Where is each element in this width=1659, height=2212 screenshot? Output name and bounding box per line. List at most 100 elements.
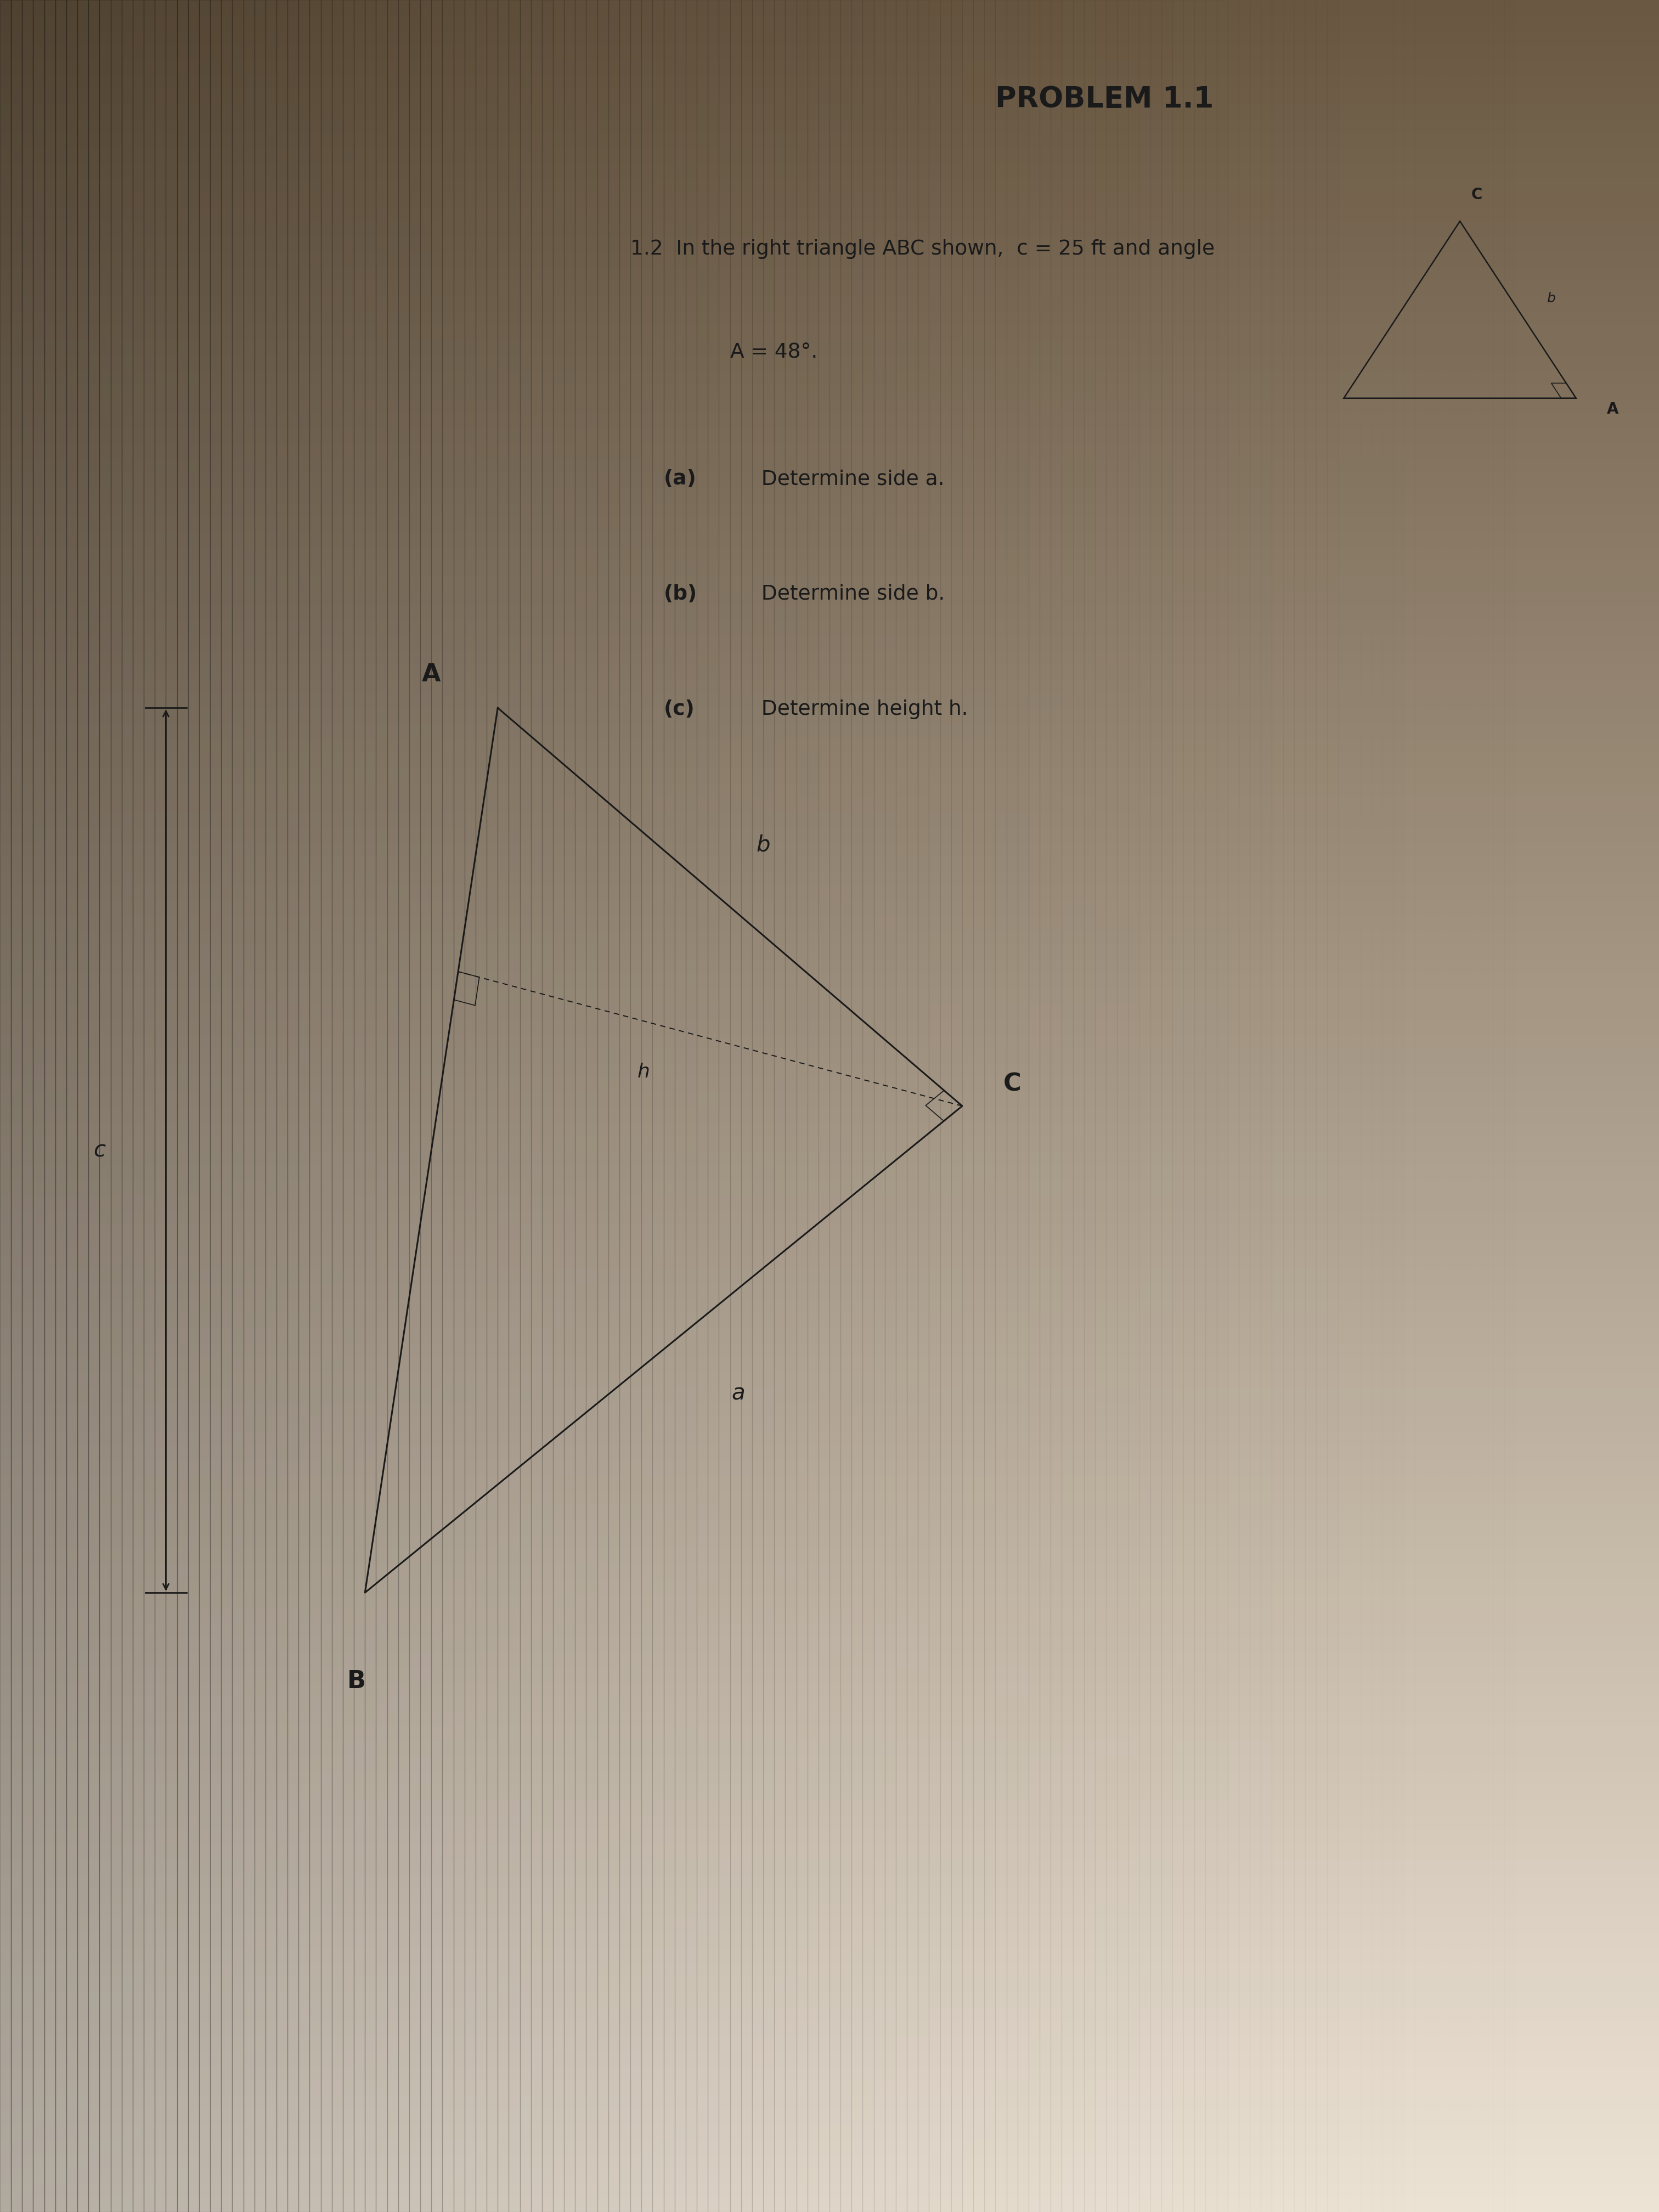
Bar bbox=[1117, 0, 1128, 2212]
Bar bbox=[851, 0, 863, 2212]
Bar bbox=[387, 0, 398, 2212]
Bar bbox=[0, 1991, 1659, 2006]
Text: (b): (b) bbox=[664, 584, 697, 604]
Bar bbox=[0, 664, 1659, 679]
Text: Determine side b.: Determine side b. bbox=[755, 584, 946, 604]
Bar bbox=[0, 383, 1659, 398]
Bar bbox=[0, 1356, 1659, 1371]
Bar bbox=[232, 0, 244, 2212]
Bar bbox=[941, 0, 951, 2212]
Bar bbox=[78, 0, 88, 2212]
Bar bbox=[0, 945, 1659, 958]
Bar bbox=[1216, 0, 1228, 2212]
Bar bbox=[0, 29, 1659, 44]
Bar bbox=[917, 0, 929, 2212]
Bar bbox=[0, 161, 1659, 177]
Bar bbox=[0, 1460, 1659, 1475]
Bar bbox=[100, 0, 111, 2212]
Bar bbox=[45, 0, 55, 2212]
Bar bbox=[0, 1327, 1659, 1343]
Bar bbox=[1140, 0, 1150, 2212]
Bar bbox=[0, 885, 1659, 900]
Bar bbox=[808, 0, 818, 2212]
Bar bbox=[343, 0, 353, 2212]
Bar bbox=[0, 2183, 1659, 2197]
Bar bbox=[0, 1002, 1659, 1018]
Bar bbox=[244, 0, 254, 2212]
Bar bbox=[1481, 0, 1493, 2212]
Bar bbox=[121, 0, 133, 2212]
Bar bbox=[0, 2168, 1659, 2183]
Bar bbox=[0, 237, 1659, 250]
Bar bbox=[1095, 0, 1107, 2212]
Bar bbox=[166, 0, 178, 2212]
Bar bbox=[1249, 0, 1261, 2212]
Bar bbox=[0, 989, 1659, 1002]
Bar bbox=[0, 1918, 1659, 1931]
Bar bbox=[1637, 0, 1647, 2212]
Bar bbox=[984, 0, 995, 2212]
Bar bbox=[0, 1902, 1659, 1918]
Bar bbox=[0, 1416, 1659, 1431]
Bar bbox=[0, 281, 1659, 294]
Bar bbox=[1062, 0, 1073, 2212]
Bar bbox=[0, 1046, 1659, 1062]
Bar bbox=[0, 338, 1659, 354]
Bar bbox=[0, 591, 1659, 604]
Bar bbox=[0, 1210, 1659, 1223]
Bar bbox=[0, 1444, 1659, 1460]
Bar bbox=[498, 0, 509, 2212]
Bar bbox=[884, 0, 896, 2212]
Bar bbox=[0, 1548, 1659, 1564]
Bar bbox=[1327, 0, 1339, 2212]
Text: b: b bbox=[757, 834, 770, 856]
Text: 1.2  In the right triangle ABC shown,  c = 25 ft and angle: 1.2 In the right triangle ABC shown, c =… bbox=[630, 239, 1214, 259]
Bar bbox=[0, 619, 1659, 635]
Text: Determine height h.: Determine height h. bbox=[755, 699, 967, 719]
Bar bbox=[0, 15, 1659, 29]
Bar bbox=[1083, 0, 1095, 2212]
Bar bbox=[1394, 0, 1405, 2212]
Bar bbox=[1581, 0, 1593, 2212]
Bar bbox=[0, 1577, 1659, 1593]
Bar bbox=[0, 1621, 1659, 1637]
Bar bbox=[0, 914, 1659, 929]
Bar bbox=[0, 398, 1659, 414]
Text: (a): (a) bbox=[664, 469, 697, 489]
Bar bbox=[509, 0, 519, 2212]
Bar bbox=[0, 1371, 1659, 1387]
Bar bbox=[542, 0, 552, 2212]
Bar bbox=[1316, 0, 1327, 2212]
Bar bbox=[0, 1475, 1659, 1489]
Bar bbox=[1128, 0, 1140, 2212]
Bar bbox=[55, 0, 66, 2212]
Bar bbox=[796, 0, 808, 2212]
Bar bbox=[1360, 0, 1372, 2212]
Bar bbox=[1604, 0, 1614, 2212]
Bar bbox=[0, 575, 1659, 591]
Bar bbox=[0, 1166, 1659, 1179]
Bar bbox=[154, 0, 166, 2212]
Bar bbox=[0, 841, 1659, 856]
Bar bbox=[0, 1652, 1659, 1666]
Bar bbox=[0, 250, 1659, 265]
Bar bbox=[187, 0, 199, 2212]
Bar bbox=[0, 2079, 1659, 2095]
Bar bbox=[0, 1785, 1659, 1798]
Bar bbox=[0, 2197, 1659, 2212]
Bar bbox=[0, 604, 1659, 619]
Bar bbox=[0, 1033, 1659, 1046]
Bar bbox=[420, 0, 431, 2212]
Bar bbox=[0, 1283, 1659, 1298]
Bar bbox=[0, 1858, 1659, 1874]
Bar bbox=[398, 0, 410, 2212]
Bar bbox=[1073, 0, 1083, 2212]
Bar bbox=[453, 0, 465, 2212]
Bar bbox=[1626, 0, 1637, 2212]
Bar bbox=[0, 1681, 1659, 1697]
Bar bbox=[377, 0, 387, 2212]
Bar bbox=[0, 487, 1659, 502]
Bar bbox=[0, 1798, 1659, 1814]
Bar bbox=[1505, 0, 1515, 2212]
Bar bbox=[0, 265, 1659, 281]
